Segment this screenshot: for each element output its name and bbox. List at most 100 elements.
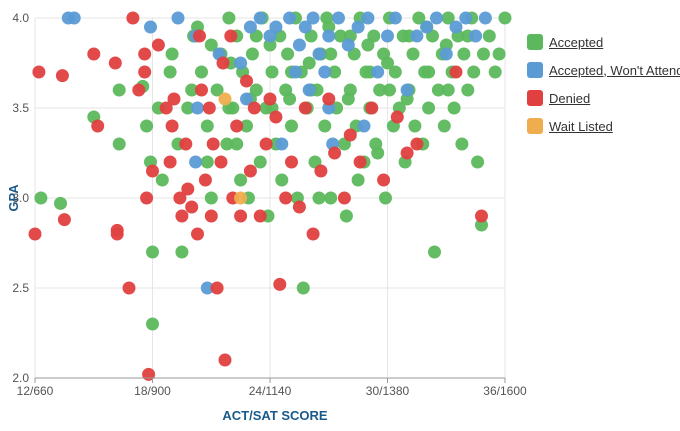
point-denied[interactable] (138, 47, 152, 61)
point-denied[interactable] (204, 209, 218, 223)
point-accepted[interactable] (34, 191, 48, 205)
point-denied[interactable] (224, 29, 238, 43)
point-denied[interactable] (163, 155, 177, 169)
point-accepted-won-t-attend[interactable] (371, 65, 385, 79)
point-accepted[interactable] (253, 155, 267, 169)
point-accepted-won-t-attend[interactable] (283, 11, 297, 25)
point-accepted[interactable] (155, 173, 169, 187)
point-denied[interactable] (185, 200, 199, 214)
point-accepted-won-t-attend[interactable] (253, 11, 267, 25)
point-accepted[interactable] (281, 47, 295, 61)
point-accepted[interactable] (185, 83, 199, 97)
point-accepted[interactable] (324, 47, 338, 61)
point-accepted[interactable] (328, 65, 342, 79)
point-accepted[interactable] (498, 11, 512, 25)
point-accepted[interactable] (428, 245, 441, 259)
point-accepted[interactable] (265, 65, 279, 79)
point-accepted[interactable] (200, 119, 214, 133)
point-accepted[interactable] (471, 155, 485, 169)
point-accepted[interactable] (422, 65, 436, 79)
point-accepted[interactable] (322, 20, 336, 34)
point-denied[interactable] (126, 11, 140, 25)
point-accepted-won-t-attend[interactable] (478, 11, 492, 25)
point-denied[interactable] (216, 56, 230, 70)
point-accepted[interactable] (488, 65, 502, 79)
point-accepted-won-t-attend[interactable] (191, 101, 204, 115)
point-denied[interactable] (151, 38, 165, 52)
point-accepted-won-t-attend[interactable] (469, 29, 483, 43)
point-accepted-won-t-attend[interactable] (234, 56, 248, 70)
point-accepted[interactable] (400, 92, 414, 106)
point-denied[interactable] (55, 69, 69, 83)
point-accepted[interactable] (163, 65, 177, 79)
point-accepted[interactable] (388, 65, 402, 79)
point-accepted-won-t-attend[interactable] (189, 155, 203, 169)
point-denied[interactable] (142, 367, 156, 381)
point-denied[interactable] (230, 119, 244, 133)
point-denied[interactable] (122, 281, 136, 295)
point-denied[interactable] (400, 146, 414, 160)
point-accepted[interactable] (146, 245, 159, 259)
point-denied[interactable] (57, 213, 71, 227)
point-accepted-won-t-attend[interactable] (400, 83, 414, 97)
point-accepted-won-t-attend[interactable] (312, 47, 326, 61)
point-accepted[interactable] (422, 101, 436, 115)
point-denied[interactable] (191, 227, 204, 241)
point-accepted-won-t-attend[interactable] (381, 29, 394, 43)
point-accepted[interactable] (447, 101, 461, 115)
point-denied[interactable] (173, 191, 187, 205)
point-accepted[interactable] (210, 83, 224, 97)
point-denied[interactable] (179, 137, 193, 151)
point-accepted-won-t-attend[interactable] (439, 47, 453, 61)
point-accepted[interactable] (441, 11, 455, 25)
point-denied[interactable] (337, 191, 351, 205)
point-accepted-won-t-attend[interactable] (306, 11, 320, 25)
point-accepted-won-t-attend[interactable] (332, 11, 345, 25)
point-accepted-won-t-attend[interactable] (449, 20, 463, 34)
point-accepted[interactable] (334, 29, 347, 43)
point-denied[interactable] (353, 155, 367, 169)
point-accepted[interactable] (181, 101, 195, 115)
point-accepted-won-t-attend[interactable] (420, 20, 434, 34)
point-accepted-won-t-attend[interactable] (357, 119, 371, 133)
point-accepted[interactable] (54, 196, 67, 210)
point-denied[interactable] (175, 209, 189, 223)
point-accepted[interactable] (475, 218, 488, 232)
point-denied[interactable] (475, 209, 488, 223)
point-denied[interactable] (306, 227, 320, 241)
point-accepted-won-t-attend[interactable] (240, 92, 253, 106)
point-accepted-won-t-attend[interactable] (298, 20, 312, 34)
point-denied[interactable] (210, 281, 224, 295)
point-accepted-won-t-attend[interactable] (341, 38, 355, 52)
point-accepted-won-t-attend[interactable] (200, 281, 214, 295)
point-accepted[interactable] (441, 83, 455, 97)
point-accepted[interactable] (112, 83, 126, 97)
point-denied[interactable] (193, 29, 206, 43)
point-accepted[interactable] (408, 119, 422, 133)
point-accepted[interactable] (112, 137, 126, 151)
point-denied[interactable] (140, 191, 154, 205)
point-accepted-won-t-attend[interactable] (322, 29, 336, 43)
point-accepted[interactable] (195, 65, 208, 79)
point-accepted[interactable] (339, 209, 353, 223)
point-denied[interactable] (195, 83, 208, 97)
point-accepted-won-t-attend[interactable] (275, 137, 289, 151)
point-accepted-won-t-attend[interactable] (289, 65, 302, 79)
point-accepted[interactable] (341, 92, 355, 106)
point-denied[interactable] (449, 65, 463, 79)
point-accepted[interactable] (275, 173, 289, 187)
point-denied[interactable] (132, 83, 146, 97)
point-denied[interactable] (390, 110, 404, 124)
point-denied[interactable] (146, 164, 159, 178)
point-accepted-won-t-attend[interactable] (322, 101, 336, 115)
point-accepted-won-t-attend[interactable] (269, 20, 283, 34)
legend-item-accepted[interactable]: Accepted (527, 28, 680, 56)
point-accepted-won-t-attend[interactable] (410, 29, 424, 43)
legend-item-denied[interactable]: Denied (527, 84, 680, 112)
point-accepted[interactable] (324, 191, 338, 205)
point-accepted[interactable] (467, 65, 481, 79)
point-denied[interactable] (87, 47, 101, 61)
point-accepted-won-t-attend[interactable] (430, 11, 443, 25)
point-denied[interactable] (279, 191, 293, 205)
point-denied[interactable] (247, 101, 261, 115)
